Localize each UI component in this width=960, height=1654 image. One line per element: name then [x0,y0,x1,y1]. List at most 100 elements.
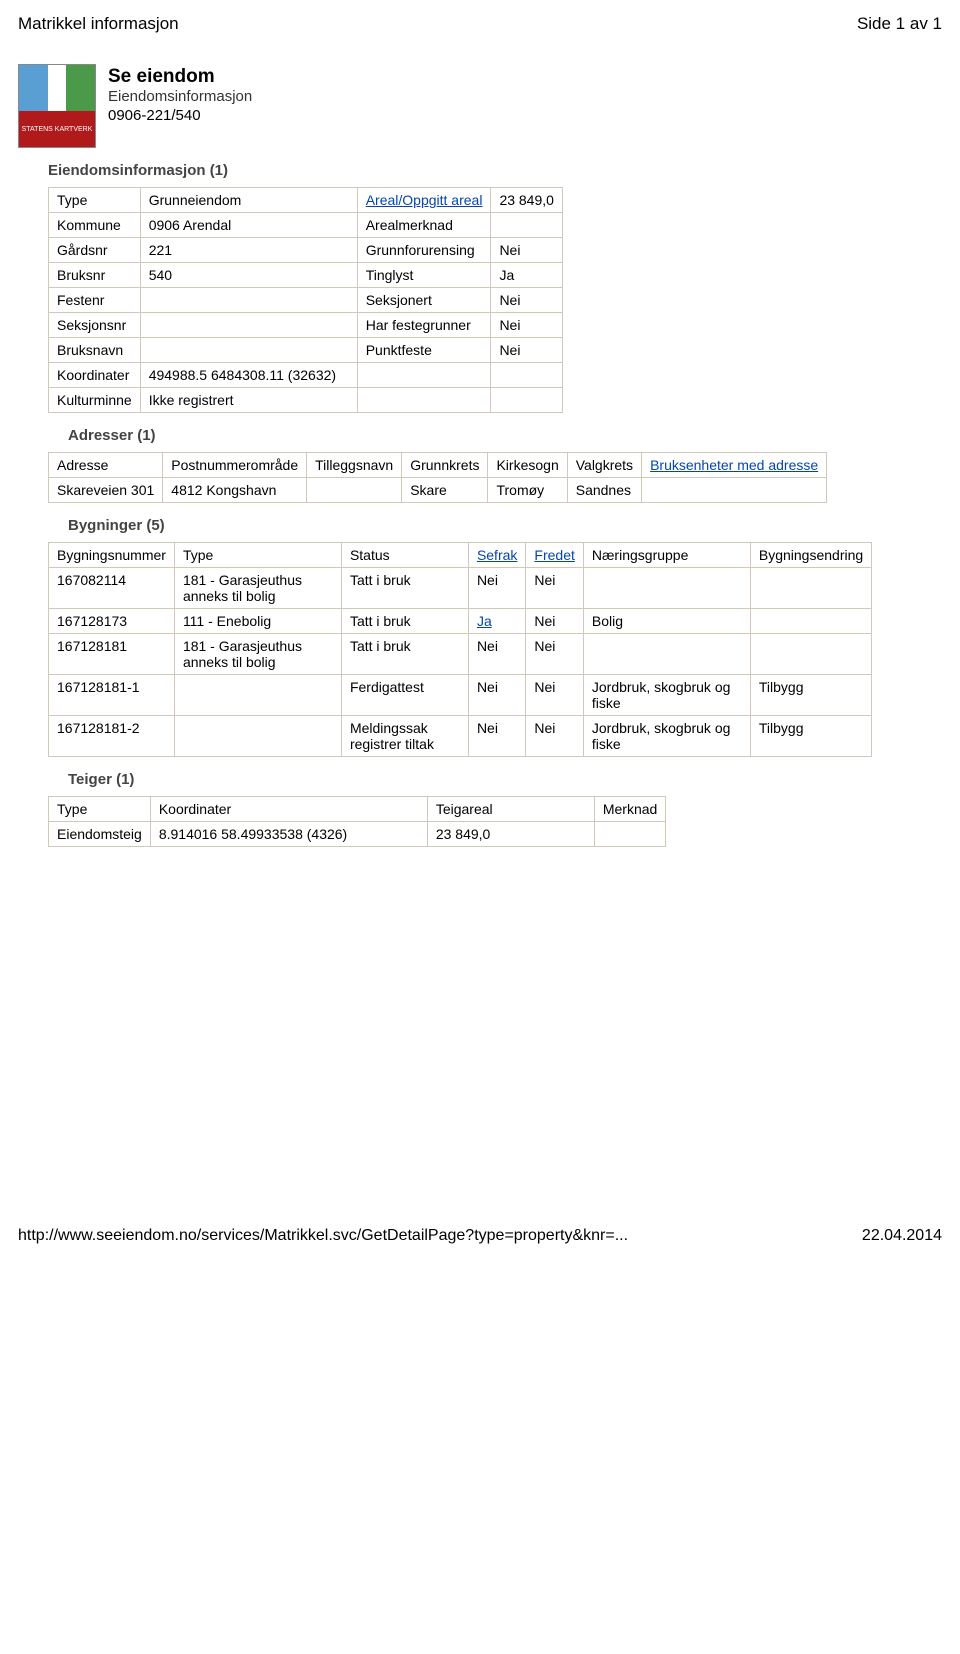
adresser-header: Adresse [49,453,163,478]
page-header: Matrikkel informasjon Side 1 av 1 [18,14,942,34]
eiendom-cell: Har festegrunner [357,313,491,338]
bygninger-table: BygningsnummerTypeStatusSefrakFredetNæri… [48,542,872,757]
bygninger-cell: Tilbygg [750,716,871,757]
bygninger-cell: Nei [526,568,583,609]
bygninger-cell: Jordbruk, skogbruk og fiske [583,675,750,716]
bygninger-header: Sefrak [468,543,525,568]
eiendom-cell: Ja [491,263,563,288]
bygninger-cell [583,568,750,609]
adresser-cell [307,478,402,503]
bygninger-cell: Meldingssak registrer tiltak [341,716,468,757]
eiendom-cell: Nei [491,238,563,263]
adresser-cell: Skare [402,478,488,503]
bygninger-header: Bygningsendring [750,543,871,568]
eiendom-cell: Arealmerknad [357,213,491,238]
bygninger-cell: Ja [468,609,525,634]
kartverk-logo: STATENS KARTVERK [18,64,96,148]
bygninger-cell: 111 - Enebolig [174,609,341,634]
teiger-header: Koordinater [150,797,427,822]
bygninger-cell: Tilbygg [750,675,871,716]
bygninger-cell: 167128181 [49,634,175,675]
bruksenheter-link[interactable]: Bruksenheter med adresse [650,457,818,473]
eiendom-cell: Bruksnr [49,263,141,288]
bygninger-cell: 167128181-2 [49,716,175,757]
eiendom-cell: 23 849,0 [491,188,563,213]
bygninger-cell [750,609,871,634]
eiendom-cell: Festenr [49,288,141,313]
areal-link[interactable]: Areal/Oppgitt areal [366,192,483,208]
sefrak-link[interactable]: Sefrak [477,547,517,563]
adresser-header: Valgkrets [567,453,641,478]
teiger-cell: Eiendomsteig [49,822,151,847]
eiendom-cell: Tinglyst [357,263,491,288]
bygninger-cell: Nei [526,716,583,757]
eiendom-cell: Nei [491,313,563,338]
eiendom-cell [491,363,563,388]
adresser-table: AdressePostnummerområdeTilleggsnavnGrunn… [48,452,827,503]
eiendom-cell: Koordinater [49,363,141,388]
eiendom-cell: Punktfeste [357,338,491,363]
bygninger-cell: Nei [526,675,583,716]
section-eiendom-title: Eiendomsinformasjon (1) [48,162,942,179]
teiger-table: TypeKoordinaterTeigarealMerknad Eiendomst… [48,796,666,847]
footer-url: http://www.seeiendom.no/services/Matrikk… [18,1227,628,1245]
header-right: Side 1 av 1 [857,14,942,34]
section-bygninger-title: Bygninger (5) [68,517,942,534]
eiendom-cell: Grunneiendom [140,188,357,213]
footer-date: 22.04.2014 [862,1227,942,1245]
eiendom-cell: 221 [140,238,357,263]
eiendom-cell: Type [49,188,141,213]
footer: http://www.seeiendom.no/services/Matrikk… [18,1227,942,1245]
bygninger-cell: Tatt i bruk [341,634,468,675]
page-subtitle: Eiendomsinformasjon [108,88,252,105]
bygninger-cell: 181 - Garasjeuthus anneks til bolig [174,568,341,609]
adresser-header: Tilleggsnavn [307,453,402,478]
bygninger-cell: Nei [468,634,525,675]
eiendom-table: TypeGrunneiendom Areal/Oppgitt areal 23 84… [48,187,563,413]
eiendom-cell: 494988.5 6484308.11 (32632) [140,363,357,388]
eiendom-cell: 540 [140,263,357,288]
eiendom-cell: Nei [491,338,563,363]
sefrak-value-link[interactable]: Ja [477,613,492,629]
eiendom-cell: Areal/Oppgitt areal [357,188,491,213]
bygninger-cell [174,716,341,757]
bygninger-header: Bygningsnummer [49,543,175,568]
bygninger-cell: Nei [468,675,525,716]
bygninger-cell [174,675,341,716]
eiendom-cell: Seksjonert [357,288,491,313]
adresser-cell: Sandnes [567,478,641,503]
header-left: Matrikkel informasjon [18,14,179,34]
adresser-header: Postnummerområde [163,453,307,478]
bygninger-cell [750,568,871,609]
teiger-cell: 8.914016 58.49933538 (4326) [150,822,427,847]
eiendom-cell: Kulturminne [49,388,141,413]
bygninger-cell: Nei [526,634,583,675]
eiendom-cell: Kommune [49,213,141,238]
branding-block: STATENS KARTVERK Se eiendom Eiendomsinfo… [18,64,942,148]
adresser-cell: Skareveien 301 [49,478,163,503]
bygninger-header: Næringsgruppe [583,543,750,568]
eiendom-cell: Nei [491,288,563,313]
bygninger-cell: Nei [526,609,583,634]
property-id: 0906-221/540 [108,107,252,124]
bygninger-cell: Tatt i bruk [341,609,468,634]
teiger-cell: 23 849,0 [427,822,594,847]
fredet-link[interactable]: Fredet [534,547,574,563]
bygninger-cell: 181 - Garasjeuthus anneks til bolig [174,634,341,675]
bygninger-cell: Nei [468,568,525,609]
bygninger-cell [750,634,871,675]
teiger-header: Teigareal [427,797,594,822]
bygninger-cell: Ferdigattest [341,675,468,716]
bygninger-header: Status [341,543,468,568]
eiendom-cell: Seksjonsnr [49,313,141,338]
adresser-header: Grunnkrets [402,453,488,478]
adresser-cell: 4812 Kongshavn [163,478,307,503]
adresser-cell [642,478,827,503]
bygninger-cell: 167082114 [49,568,175,609]
section-adresser-title: Adresser (1) [68,427,942,444]
bygninger-cell: Nei [468,716,525,757]
bygninger-cell [583,634,750,675]
bygninger-cell: Bolig [583,609,750,634]
teiger-header: Merknad [594,797,665,822]
teiger-header: Type [49,797,151,822]
